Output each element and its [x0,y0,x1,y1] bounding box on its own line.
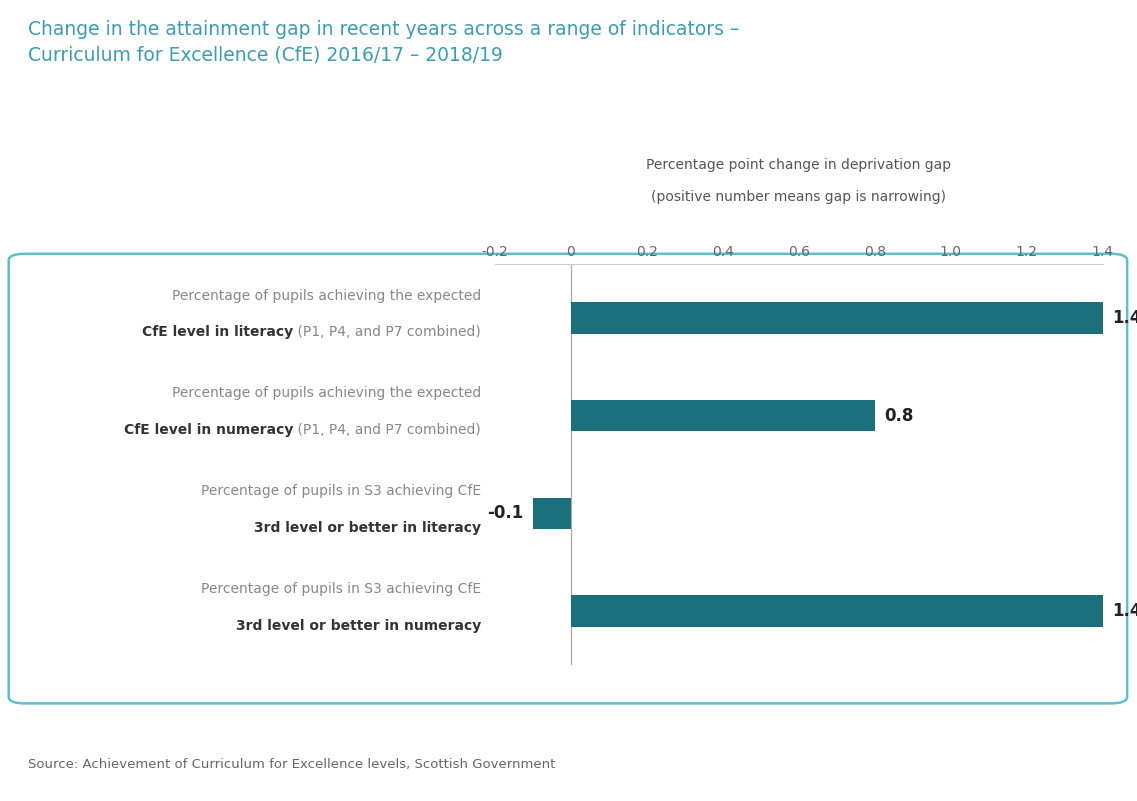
Text: Percentage of pupils achieving the expected: Percentage of pupils achieving the expec… [172,288,481,303]
Bar [571,303,1103,334]
Text: Change in the attainment gap in recent years across a range of indicators –
Curr: Change in the attainment gap in recent y… [28,20,740,64]
Text: Percentage of pupils in S3 achieving CfE: Percentage of pupils in S3 achieving CfE [201,484,481,498]
Text: Source: Achievement of Curriculum for Excellence levels, Scottish Government: Source: Achievement of Curriculum for Ex… [28,758,556,771]
Bar [571,595,1103,626]
Text: Percentage of pupils in S3 achieving CfE: Percentage of pupils in S3 achieving CfE [201,582,481,596]
Bar [571,400,874,432]
Text: 1.4: 1.4 [1112,309,1137,327]
Bar [532,497,571,529]
Text: -0.1: -0.1 [487,505,523,522]
Text: 3rd level or better in numeracy: 3rd level or better in numeracy [235,618,481,633]
Text: 0.8: 0.8 [885,407,914,425]
Text: (P1, P4, and P7 combined): (P1, P4, and P7 combined) [293,423,481,437]
Text: CfE level in numeracy: CfE level in numeracy [124,423,293,437]
Text: (positive number means gap is narrowing): (positive number means gap is narrowing) [652,191,946,204]
Text: (P1, P4, and P7 combined): (P1, P4, and P7 combined) [293,325,481,340]
Text: 3rd level or better in literacy: 3rd level or better in literacy [254,521,481,535]
Text: Percentage of pupils achieving the expected: Percentage of pupils achieving the expec… [172,386,481,400]
Text: 1.4: 1.4 [1112,602,1137,620]
Text: Percentage point change in deprivation gap: Percentage point change in deprivation g… [646,159,952,172]
Text: CfE level in literacy: CfE level in literacy [142,325,293,340]
